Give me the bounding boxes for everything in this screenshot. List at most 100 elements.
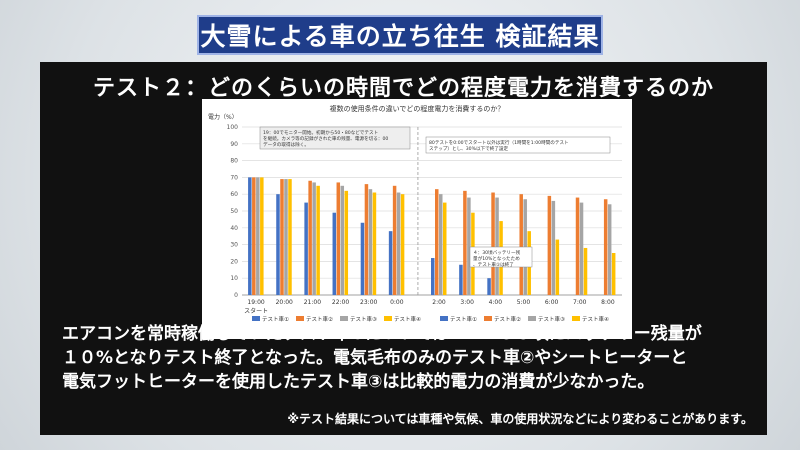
bar-4 bbox=[316, 185, 320, 295]
bar-3 bbox=[551, 200, 556, 295]
bar-1 bbox=[431, 258, 435, 295]
y-tick-label: 60 bbox=[230, 191, 238, 198]
bar-4 bbox=[344, 190, 349, 295]
bar-4 bbox=[260, 177, 264, 295]
x-tick-label: 23:00 bbox=[360, 299, 377, 306]
bar-1 bbox=[459, 264, 463, 295]
bar-4 bbox=[583, 247, 588, 295]
legend-label: テスト車④ bbox=[582, 315, 609, 323]
legend-swatch bbox=[440, 316, 448, 321]
x-tick-label: 22:00 bbox=[332, 299, 349, 306]
bar-2 bbox=[392, 185, 397, 295]
description-line-1: エアコンを常時稼働していたテスト車①についてはAM4:３０頃にバッテリー残量が bbox=[62, 324, 702, 344]
description-line-2: １０%となりテスト終了となった。電気毛布のみのテスト車②やシートヒーターと bbox=[62, 348, 688, 368]
bar-2 bbox=[280, 179, 284, 295]
bar-2 bbox=[519, 194, 523, 295]
legend-swatch bbox=[296, 316, 304, 321]
x-tick-label: 3:00 bbox=[460, 299, 474, 306]
bar-2 bbox=[575, 197, 580, 295]
legend-label: テスト車① bbox=[262, 315, 289, 323]
bar-3 bbox=[368, 189, 373, 295]
description: エアコンを常時稼働していたテスト車①についてはAM4:３０頃にバッテリー残量が … bbox=[62, 322, 762, 394]
bar-3 bbox=[495, 197, 499, 295]
footnote: ※テスト結果については車種や気候、車の使用状況などにより変わることがあります。 bbox=[287, 412, 753, 426]
x-tick-label: 0:00 bbox=[390, 299, 404, 306]
annotation-3: ４：30頃バッテリー残量が10%となったため、テスト車①は終了 bbox=[473, 249, 521, 268]
legend-swatch bbox=[528, 316, 536, 321]
bar-4 bbox=[555, 239, 560, 295]
annotation-1: 19：00でモニター開始。初期から50・80などでテストを継続。カメラ等の記録が… bbox=[263, 129, 388, 148]
bar-3 bbox=[340, 185, 345, 295]
annotation-3-box bbox=[469, 246, 533, 268]
annotation-2: 80テストを0:00でスタート以外は実行（1時間を1:00時間のテストステップ）… bbox=[429, 139, 569, 152]
y-tick-label: 10 bbox=[230, 275, 238, 282]
y-tick-label: 30 bbox=[230, 242, 238, 249]
legend-swatch bbox=[340, 316, 348, 321]
chart-container: 複数の使用条件の違いでどの程度電力を消費するのか？ 電力（%） 0 10 20 30 40 5… bbox=[202, 99, 632, 339]
bar-4 bbox=[372, 192, 377, 295]
y-tick-label: 80 bbox=[230, 158, 238, 165]
bar-4 bbox=[400, 194, 405, 295]
y-tick-label: 40 bbox=[230, 225, 238, 232]
bar-1 bbox=[332, 212, 337, 295]
x-tick-label: 19:00 bbox=[247, 299, 264, 306]
bar-2 bbox=[463, 190, 467, 295]
annotation-1-box bbox=[259, 126, 411, 150]
legend-label: テスト車④ bbox=[394, 315, 421, 323]
y-tick-label: 0 bbox=[234, 292, 238, 299]
title-banner: 大雪による車の立ち往生 検証結果 bbox=[197, 15, 603, 55]
bar-4 bbox=[611, 253, 616, 295]
bar-3 bbox=[396, 192, 401, 295]
y-tick-label: 90 bbox=[230, 141, 238, 148]
legend-label: テスト車③ bbox=[350, 315, 377, 323]
bar-1 bbox=[304, 202, 308, 295]
bar-2 bbox=[336, 182, 341, 295]
legend-label: テスト車② bbox=[306, 315, 333, 323]
y-tick-label: 50 bbox=[230, 208, 238, 215]
y-tick-label: 100 bbox=[227, 124, 239, 131]
y-tick-label: 70 bbox=[230, 174, 238, 181]
legend-label: テスト車② bbox=[494, 315, 521, 323]
bar-3 bbox=[284, 179, 288, 295]
bar-4 bbox=[288, 179, 292, 295]
bar-3 bbox=[579, 202, 584, 295]
bar-1 bbox=[248, 177, 252, 295]
x-tick-label: 21:00 bbox=[304, 299, 321, 306]
bar-3 bbox=[439, 194, 443, 295]
page-title: 大雪による車の立ち往生 検証結果 bbox=[200, 22, 600, 51]
bar-3 bbox=[256, 177, 260, 295]
bar-3 bbox=[312, 182, 316, 295]
chart-title: 複数の使用条件の違いでどの程度電力を消費するのか？ bbox=[330, 104, 505, 113]
legend-swatch bbox=[252, 316, 260, 321]
x-tick-label: 7:00 bbox=[573, 299, 587, 306]
bar-2 bbox=[252, 177, 256, 295]
bar-2 bbox=[547, 195, 552, 295]
description-line-3: 電気フットヒーターを使用したテスト車③は比較的電力の消費が少なかった。 bbox=[62, 372, 655, 392]
bar-2 bbox=[308, 180, 312, 295]
x-tick-label: 5:00 bbox=[517, 299, 531, 306]
bar-4 bbox=[443, 202, 447, 295]
bar-3 bbox=[467, 197, 471, 295]
bar-1 bbox=[388, 231, 393, 295]
legend-swatch bbox=[484, 316, 492, 321]
start-label: スタート bbox=[244, 307, 268, 315]
x-tick-label: 20:00 bbox=[276, 299, 293, 306]
x-tick-label: 2:00 bbox=[432, 299, 446, 306]
annotation-2-box bbox=[425, 136, 611, 154]
bar-3 bbox=[607, 204, 612, 295]
y-axis-label: 電力（%） bbox=[208, 113, 238, 121]
bar-2 bbox=[491, 192, 495, 295]
content-panel: テスト２：どのくらいの時間でどの程度電力を消費するのか 複数の使用条件の違いでど… bbox=[40, 62, 767, 435]
legend-label: テスト車③ bbox=[538, 315, 565, 323]
bar-1 bbox=[360, 222, 365, 295]
x-tick-label: 6:00 bbox=[545, 299, 559, 306]
bar-2 bbox=[603, 199, 608, 295]
bar-chart: 複数の使用条件の違いでどの程度電力を消費するのか？ 電力（%） 0 10 20 30 40 5… bbox=[208, 104, 622, 323]
y-tick-label: 20 bbox=[230, 258, 238, 265]
panel-subtitle: テスト２：どのくらいの時間でどの程度電力を消費するのか bbox=[92, 76, 714, 101]
legend-label: テスト車① bbox=[450, 315, 477, 323]
bar-1 bbox=[487, 278, 491, 295]
legend-swatch bbox=[572, 316, 580, 321]
bar-1 bbox=[276, 194, 280, 295]
legend-swatch bbox=[384, 316, 392, 321]
